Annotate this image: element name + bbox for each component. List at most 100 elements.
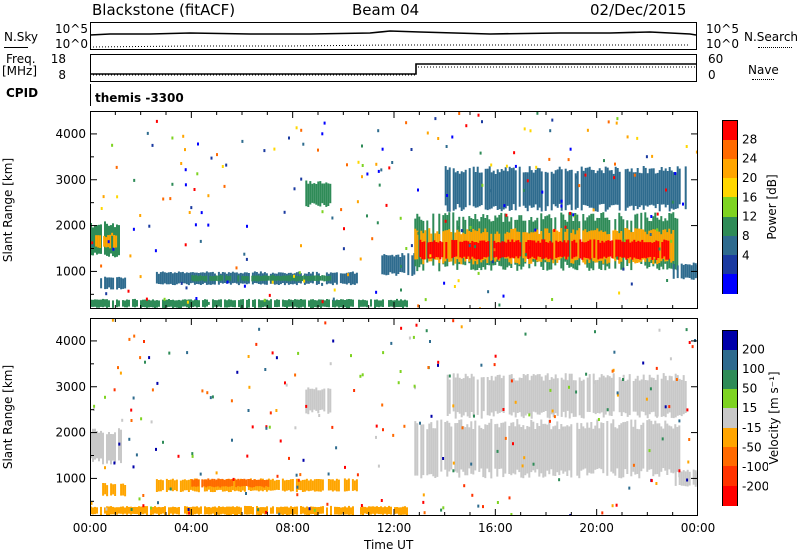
power-speckle [199,239,202,243]
power-band-12-streak [188,299,190,308]
power-band-10-streak [452,168,455,211]
power-band-4-streak [293,275,296,281]
velocity-speckle [230,399,233,403]
power-band-12-streak [312,299,314,308]
power-speckle [548,157,551,161]
velocity-speckle [139,356,142,360]
power-speckle [460,229,463,233]
power-band-9-streak [419,239,422,258]
velocity-band-8-streak [384,506,386,514]
power-band-9-streak [485,242,488,258]
power-band-3-streak [189,272,192,284]
power-speckle [321,210,324,214]
power-band-4-streak [215,275,218,281]
velocity-band-8-streak [132,507,134,514]
power-band-9-streak [505,242,508,258]
velocity-band-5-streak [662,428,665,469]
velocity-band-8-streak [168,507,170,515]
velocity-band-5-streak [490,418,493,479]
velocity-speckle [675,378,678,381]
power-colorbar-segment [723,254,737,275]
power-band-10-streak [654,173,657,209]
velocity-speckle [130,419,133,422]
x-tick-label: 20:00 [579,521,614,535]
power-speckle [300,244,302,248]
velocity-band-3-streak [251,480,254,488]
power-speckle [288,136,290,140]
velocity-band-8-streak [214,506,216,515]
power-band-4-streak [313,275,316,281]
power-band-12-streak [128,299,130,307]
velocity-band-2-streak [311,480,314,491]
velocity-speckle [553,415,556,419]
power-band-6-streak [383,254,386,275]
velocity-band-5-streak [420,424,423,479]
power-band-10-streak [594,173,597,212]
velocity-speckle [471,493,474,497]
velocity-ylabel: Slant Range [km] [1,364,15,470]
power-band-10-streak [590,169,593,208]
power-band-10-streak [600,170,603,205]
power-speckle [658,247,661,251]
velocity-band-1-streak [114,484,117,496]
velocity-band-8-streak [170,507,172,514]
velocity-speckle [142,504,145,508]
velocity-band-8-streak [198,507,200,515]
velocity-speckle [188,511,190,515]
velocity-band-0-streak [92,428,94,462]
power-speckle [649,233,652,236]
power-band-5-streak [323,183,326,205]
velocity-band-5-streak [450,426,453,470]
velocity-speckle [299,473,302,477]
power-band-10-streak [510,168,513,210]
velocity-band-5-streak [610,423,613,472]
power-band-12-streak [204,299,206,308]
velocity-band-6-streak [586,377,589,412]
velocity-band-8-streak [126,506,128,515]
power-band-3-streak [235,272,238,284]
power-band-8-streak [414,228,417,260]
power-band-4-streak [251,275,254,282]
power-band-9-streak [549,240,552,259]
power-band-12-streak [332,299,334,308]
velocity-band-8-streak [350,507,352,515]
velocity-band-5-streak [670,426,673,473]
power-band-4-streak [217,275,220,282]
power-band-4-streak [315,275,318,281]
velocity-band-8-streak [228,506,230,516]
power-speckle [361,164,364,167]
power-speckle [300,177,303,181]
power-band-10-streak [532,172,535,208]
velocity-band-5-streak [430,422,433,475]
velocity-band-5-streak [436,420,439,477]
velocity-band-3-streak [259,479,262,487]
power-band-10-streak [446,169,449,212]
power-speckle [357,160,360,164]
velocity-band-6-streak [518,377,521,413]
power-band-4-streak [291,275,294,281]
velocity-band-5-streak [668,425,671,470]
velocity-band-6-streak [490,375,493,413]
velocity-speckle [437,360,440,364]
power-band-9-streak [455,240,458,257]
power-speckle [380,168,383,172]
power-band-10-streak [554,170,557,207]
velocity-speckle [144,360,146,364]
power-band-4-streak [317,275,320,282]
velocity-band-1-streak [104,483,107,495]
power-band-7-streak [426,220,429,263]
velocity-band-6-streak [602,375,605,418]
velocity-band-6-streak [670,376,673,418]
power-band-9-streak [541,239,544,260]
power-band-12-streak [230,299,232,307]
power-speckle [468,244,471,248]
velocity-speckle [186,351,189,355]
power-speckle [456,226,459,229]
velocity-band-7-streak [684,471,687,487]
power-speckle [576,175,579,179]
velocity-band-5-streak [666,423,669,475]
power-band-3-streak [169,272,172,284]
velocity-band-3-streak [247,479,250,487]
velocity-band-6-streak [500,378,503,412]
power-band-6-streak [389,255,392,273]
